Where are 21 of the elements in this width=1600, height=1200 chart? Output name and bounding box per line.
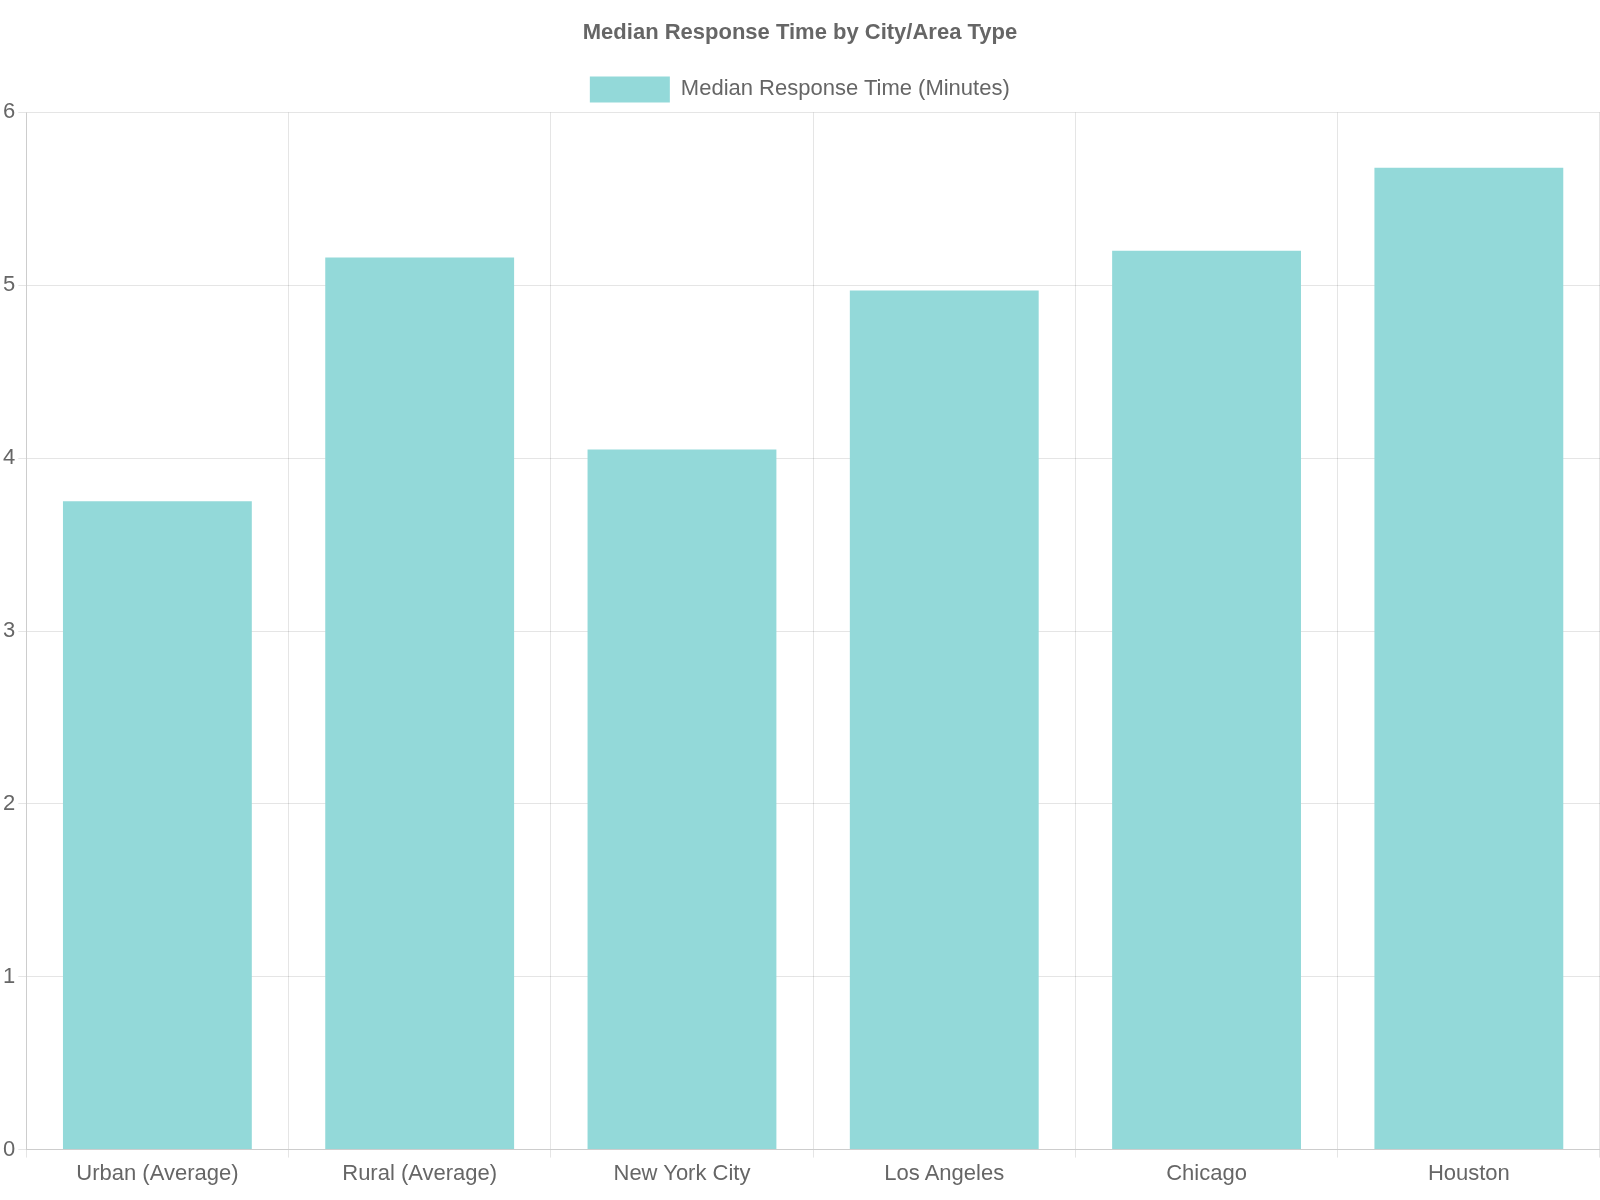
y-tick-label: 2 [2,789,16,815]
x-tick-label: Chicago [1166,1159,1247,1185]
x-tick-label: Urban (Average) [76,1159,239,1185]
y-tick-label: 5 [2,271,16,297]
x-tick-label: Rural (Average) [342,1159,498,1185]
x-tick-label: Los Angeles [884,1159,1005,1185]
y-tick-label: 6 [2,98,16,124]
y-tick-label: 1 [2,962,16,988]
x-tick-label: New York City [613,1159,751,1185]
y-tick-label: 0 [2,1135,16,1161]
bar [1112,250,1301,1150]
chart-title: Median Response Time by City/Area Type [582,19,1018,45]
bar [1374,167,1564,1150]
x-tick-label: Houston [1427,1159,1510,1185]
legend-label: Median Response Time (Minutes) [680,75,1010,101]
y-tick-label: 3 [2,617,16,643]
bar [325,257,515,1150]
bar [587,449,777,1150]
y-tick-label: 4 [2,444,16,470]
bar [849,290,1039,1150]
bar [62,501,252,1150]
